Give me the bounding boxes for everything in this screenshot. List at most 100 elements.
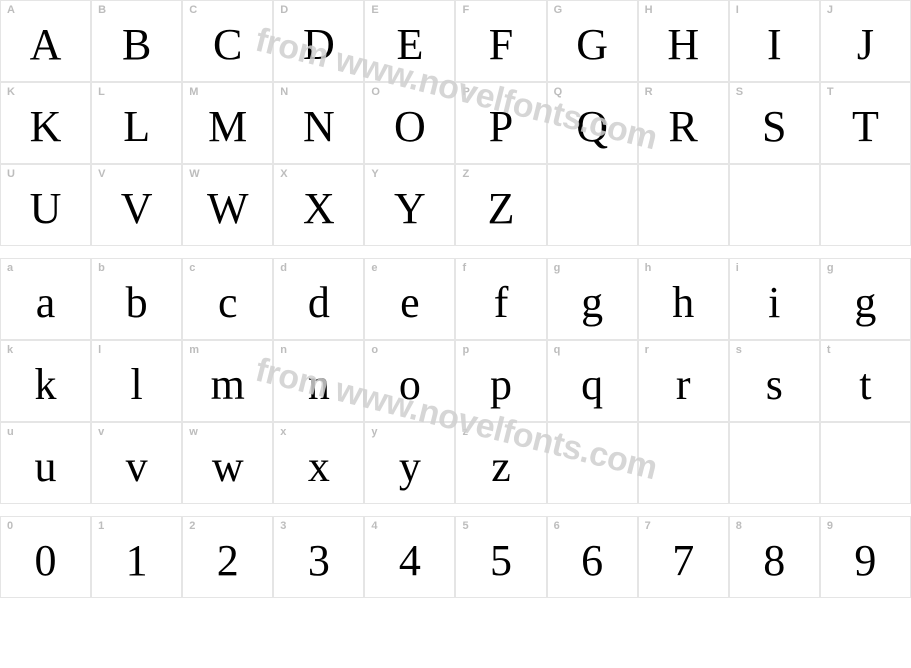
cell-key-label: D: [280, 4, 288, 16]
glyph-cell: aa: [0, 258, 91, 340]
cell-key-label: B: [98, 4, 106, 16]
cell-glyph: p: [490, 363, 512, 407]
cell-key-label: h: [645, 262, 652, 274]
cell-key-label: e: [371, 262, 377, 274]
cell-glyph: i: [768, 281, 780, 325]
cell-key-label: S: [736, 86, 743, 98]
glyph-cell: uu: [0, 422, 91, 504]
cell-key-label: 5: [462, 520, 468, 532]
cell-glyph: u: [35, 445, 57, 489]
glyph-cell: AA: [0, 0, 91, 82]
cell-glyph: T: [852, 105, 879, 149]
cell-glyph: w: [212, 445, 244, 489]
glyph-cell: [820, 164, 911, 246]
cell-glyph: 0: [35, 539, 57, 583]
cell-glyph: d: [308, 281, 330, 325]
glyph-cell: II: [729, 0, 820, 82]
cell-key-label: V: [98, 168, 105, 180]
cell-glyph: V: [121, 187, 153, 231]
glyph-cell: XX: [273, 164, 364, 246]
cell-key-label: 6: [554, 520, 560, 532]
glyph-row: UUVVWWXXYYZZ: [0, 164, 911, 246]
glyph-cell: dd: [273, 258, 364, 340]
glyph-cell: qq: [547, 340, 638, 422]
cell-glyph: 6: [581, 539, 603, 583]
cell-glyph: 1: [126, 539, 148, 583]
glyph-cell: QQ: [547, 82, 638, 164]
glyph-cell: ZZ: [455, 164, 546, 246]
glyph-cell: SS: [729, 82, 820, 164]
glyph-cell: MM: [182, 82, 273, 164]
cell-key-label: z: [462, 426, 468, 438]
glyph-cell: [729, 164, 820, 246]
cell-key-label: o: [371, 344, 378, 356]
cell-glyph: z: [491, 445, 511, 489]
glyph-cell: HH: [638, 0, 729, 82]
glyph-cell: bb: [91, 258, 182, 340]
glyph-cell: 77: [638, 516, 729, 598]
glyph-cell: [547, 422, 638, 504]
cell-glyph: R: [669, 105, 698, 149]
cell-key-label: R: [645, 86, 653, 98]
cell-glyph: D: [303, 23, 335, 67]
glyph-row: kkllmmnnooppqqrrsstt: [0, 340, 911, 422]
cell-key-label: P: [462, 86, 469, 98]
cell-key-label: x: [280, 426, 286, 438]
glyph-cell: ff: [455, 258, 546, 340]
cell-key-label: m: [189, 344, 199, 356]
cell-glyph: 5: [490, 539, 512, 583]
cell-key-label: E: [371, 4, 378, 16]
section-lowercase: aabbccddeeffgghhiiggkkllmmnnooppqqrrsstt…: [0, 258, 911, 504]
cell-key-label: L: [98, 86, 105, 98]
section-uppercase: AABBCCDDEEFFGGHHIIJJKKLLMMNNOOPPQQRRSSTT…: [0, 0, 911, 246]
cell-key-label: X: [280, 168, 287, 180]
glyph-row: aabbccddeeffgghhiigg: [0, 258, 911, 340]
glyph-cell: mm: [182, 340, 273, 422]
cell-key-label: 7: [645, 520, 651, 532]
glyph-cell: UU: [0, 164, 91, 246]
cell-glyph: 3: [308, 539, 330, 583]
cell-glyph: O: [394, 105, 426, 149]
glyph-cell: 00: [0, 516, 91, 598]
cell-glyph: n: [308, 363, 330, 407]
cell-glyph: t: [859, 363, 871, 407]
cell-key-label: t: [827, 344, 831, 356]
glyph-cell: ee: [364, 258, 455, 340]
cell-glyph: 8: [763, 539, 785, 583]
cell-key-label: M: [189, 86, 198, 98]
glyph-cell: kk: [0, 340, 91, 422]
cell-key-label: g: [827, 262, 834, 274]
cell-glyph: I: [767, 23, 782, 67]
glyph-cell: gg: [820, 258, 911, 340]
cell-glyph: L: [123, 105, 150, 149]
cell-glyph: m: [211, 363, 245, 407]
cell-glyph: Q: [576, 105, 608, 149]
glyph-row: KKLLMMNNOOPPQQRRSSTT: [0, 82, 911, 164]
glyph-cell: RR: [638, 82, 729, 164]
cell-glyph: C: [213, 23, 242, 67]
cell-glyph: U: [30, 187, 62, 231]
glyph-cell: 55: [455, 516, 546, 598]
cell-key-label: 1: [98, 520, 104, 532]
glyph-cell: 33: [273, 516, 364, 598]
glyph-row: AABBCCDDEEFFGGHHIIJJ: [0, 0, 911, 82]
glyph-cell: FF: [455, 0, 546, 82]
glyph-cell: WW: [182, 164, 273, 246]
cell-key-label: 8: [736, 520, 742, 532]
cell-glyph: y: [399, 445, 421, 489]
cell-glyph: o: [399, 363, 421, 407]
section-digits: 00112233445566778899: [0, 516, 911, 598]
glyph-cell: rr: [638, 340, 729, 422]
cell-key-label: l: [98, 344, 101, 356]
cell-key-label: y: [371, 426, 377, 438]
cell-glyph: F: [489, 23, 513, 67]
cell-key-label: r: [645, 344, 649, 356]
cell-key-label: J: [827, 4, 833, 16]
section-gap: [0, 246, 911, 258]
glyph-cell: tt: [820, 340, 911, 422]
glyph-cell: oo: [364, 340, 455, 422]
cell-glyph: J: [857, 23, 874, 67]
cell-glyph: 4: [399, 539, 421, 583]
cell-key-label: T: [827, 86, 834, 98]
glyph-cell: [638, 422, 729, 504]
